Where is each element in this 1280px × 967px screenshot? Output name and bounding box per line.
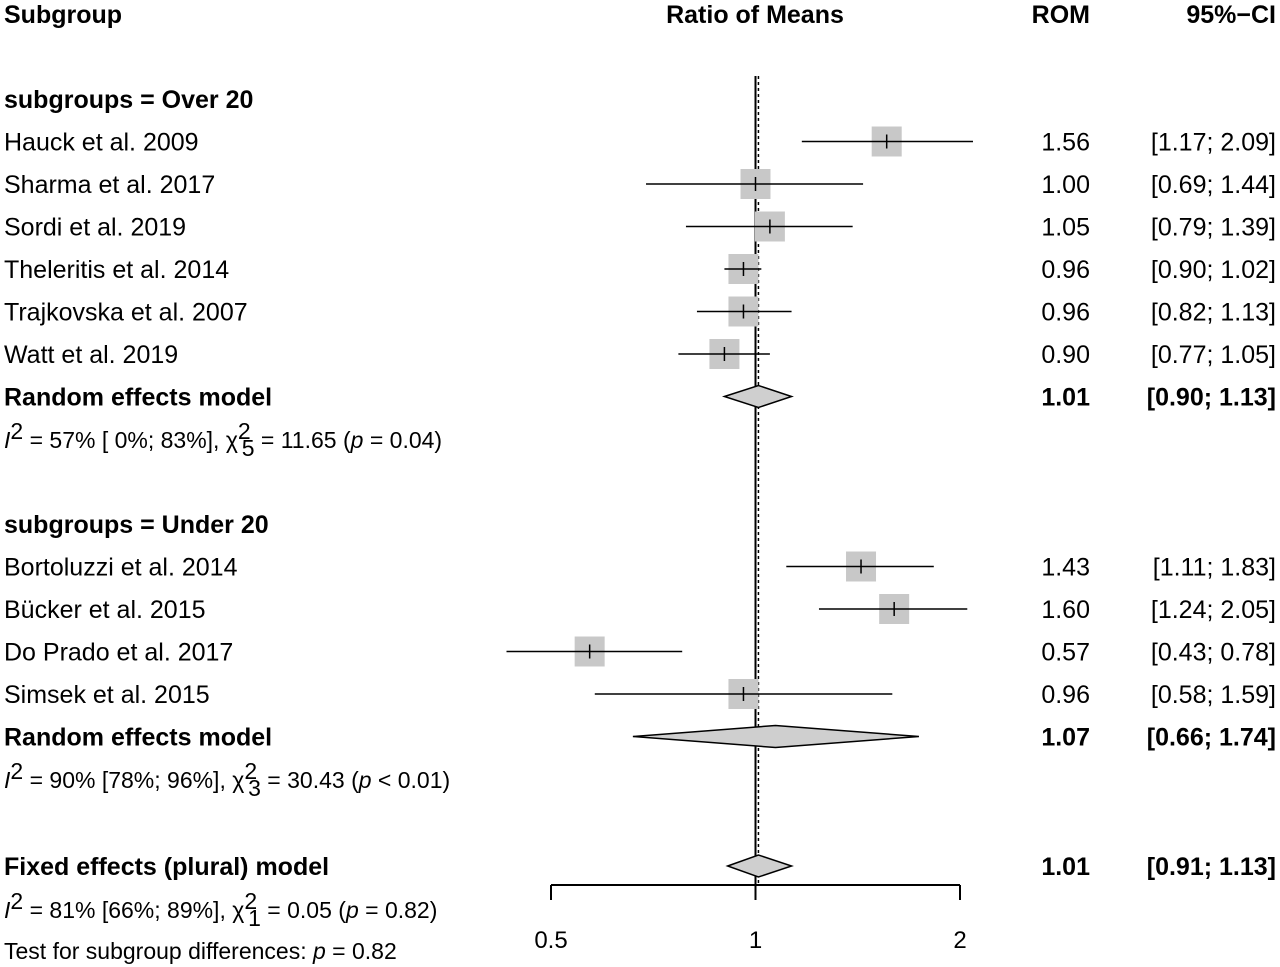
het-chi-symbol: χ (226, 427, 238, 453)
x-tick-label: 0.5 (534, 927, 567, 954)
plot-marks (506, 126, 973, 878)
het-i-symbol: I (4, 427, 11, 453)
study-rom-value: 1.56 (1041, 129, 1090, 157)
het-i2-value: = 57% [ 0%; 83%], (23, 427, 226, 453)
summary-ci-value: [0.66; 1.74] (1147, 724, 1276, 752)
study-rom-value: 1.05 (1041, 214, 1090, 242)
study-ci-value: [0.79; 1.39] (1151, 214, 1276, 242)
header-subgroup: Subgroup (4, 1, 122, 29)
study-ci-value: [1.11; 1.83] (1153, 554, 1276, 582)
x-tick-label: 2 (953, 927, 966, 954)
het-i-exponent: 2 (10, 418, 23, 444)
het-p-value: = 0.82) (359, 897, 438, 923)
subgroup-test-label: Test for subgroup differences: (4, 938, 313, 964)
study-ci-value: [1.17; 2.09] (1151, 129, 1276, 157)
study-label: Hauck et al. 2009 (4, 129, 199, 157)
het-i-exponent: 2 (10, 888, 23, 914)
study-label: Sharma et al. 2017 (4, 171, 215, 199)
subgroup-test-p-value: = 0.82 (326, 938, 397, 964)
study-label: Bücker et al. 2015 (4, 596, 206, 624)
het-p-symbol: p (358, 767, 372, 793)
het-chi-df: 1 (248, 905, 261, 931)
overall-rom-value: 1.01 (1041, 853, 1090, 881)
summary-label: Random effects model (4, 384, 272, 412)
het-chi2-value: = 11.65 ( (255, 427, 351, 453)
study-ci-value: [0.77; 1.05] (1151, 341, 1276, 369)
het-i-symbol: I (4, 767, 11, 793)
study-rom-value: 0.96 (1041, 256, 1090, 284)
study-ci-value: [0.82; 1.13] (1151, 299, 1276, 327)
study-ci-value: [0.43; 0.78] (1151, 639, 1276, 667)
subgroup-title: subgroups = Under 20 (4, 511, 269, 539)
study-rom-value: 0.90 (1041, 341, 1090, 369)
header-effect: Ratio of Means (666, 1, 844, 29)
study-label: Watt et al. 2019 (4, 341, 178, 369)
het-p-value: = 0.04) (363, 427, 442, 453)
summary-rom-value: 1.07 (1041, 724, 1090, 752)
header-ci: 95%−CI (1186, 1, 1276, 29)
study-label: Trajkovska et al. 2007 (4, 299, 248, 327)
het-chi-symbol: χ (232, 767, 244, 793)
het-i2-value: = 81% [66%; 89%], (23, 897, 232, 923)
reference-lines (754, 76, 760, 885)
study-ci-value: [0.58; 1.59] (1151, 681, 1276, 709)
het-chi-df: 3 (248, 775, 261, 801)
het-i-exponent: 2 (10, 758, 23, 784)
study-label: Simsek et al. 2015 (4, 681, 210, 709)
x-tick-label: 1 (749, 927, 762, 954)
subgroup-test-p-symbol: p (312, 938, 326, 964)
study-label: Bortoluzzi et al. 2014 (4, 554, 238, 582)
study-rom-value: 0.96 (1041, 681, 1090, 709)
overall-label: Fixed effects (plural) model (4, 853, 329, 881)
study-label: Theleritis et al. 2014 (4, 256, 229, 284)
summary-label: Random effects model (4, 724, 272, 752)
study-label: Sordi et al. 2019 (4, 214, 186, 242)
overall-diamond (725, 854, 794, 878)
het-chi-exponent: 2 (244, 888, 257, 914)
het-chi-exponent: 2 (238, 418, 251, 444)
overall-heterogeneity-stats: I2 = 81% [66%; 89%], χ2 1 = 0.05 (p = 0.8… (4, 888, 437, 931)
het-chi-exponent: 2 (244, 758, 257, 784)
study-ci-value: [0.90; 1.02] (1151, 256, 1276, 284)
study-rom-value: 1.00 (1041, 171, 1090, 199)
summary-ci-value: [0.90; 1.13] (1147, 384, 1276, 412)
study-ci-value: [0.69; 1.44] (1151, 171, 1276, 199)
het-p-symbol: p (350, 427, 364, 453)
het-chi-df: 5 (242, 435, 255, 461)
study-label: Do Prado et al. 2017 (4, 639, 233, 667)
study-ci-value: [1.24; 2.05] (1151, 596, 1276, 624)
het-chi2-value: = 0.05 ( (261, 897, 346, 923)
study-rom-value: 1.43 (1041, 554, 1090, 582)
het-i-symbol: I (4, 897, 11, 923)
het-chi-symbol: χ (232, 897, 244, 923)
study-rom-value: 0.96 (1041, 299, 1090, 327)
summary-rom-value: 1.01 (1041, 384, 1090, 412)
heterogeneity-stats: I2 = 57% [ 0%; 83%], χ2 5 = 11.65 (p = 0.… (4, 418, 442, 461)
heterogeneity-stats: I2 = 90% [78%; 96%], χ2 3 = 30.43 (p < 0.… (4, 758, 450, 801)
subgroup-test: Test for subgroup differences: p = 0.82 (4, 938, 397, 964)
het-p-value: < 0.01) (372, 767, 451, 793)
het-i2-value: = 90% [78%; 96%], (23, 767, 232, 793)
summary-diamond (632, 724, 919, 749)
study-rom-value: 0.57 (1041, 639, 1090, 667)
summary-diamond (721, 384, 794, 409)
header-rom: ROM (1032, 1, 1090, 29)
het-p-symbol: p (345, 897, 359, 923)
subgroup-title: subgroups = Over 20 (4, 86, 253, 114)
plot-text: subgroups = Over 20 Hauck et al. 2009 1.56… (4, 86, 1276, 964)
x-axis: 0.5 1 2 (534, 884, 967, 954)
overall-ci-value: [0.91; 1.13] (1147, 853, 1276, 881)
study-rom-value: 1.60 (1041, 596, 1090, 624)
het-chi2-value: = 30.43 ( (261, 767, 359, 793)
